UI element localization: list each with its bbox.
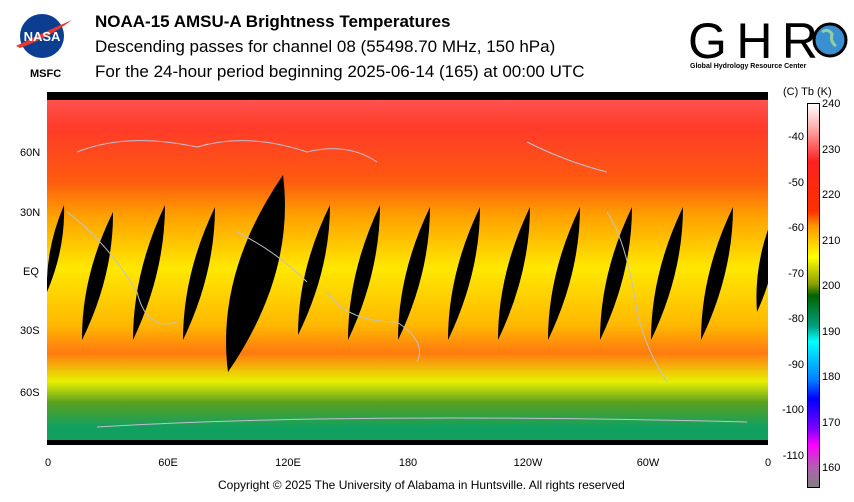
celsius-tick: -100	[781, 404, 804, 416]
lon-label: 0	[44, 457, 52, 469]
kelvin-tick: 230	[822, 143, 841, 156]
lat-label: 60N	[20, 147, 41, 159]
ghrc-logo: GHR	[688, 13, 848, 69]
data-gaps	[47, 175, 768, 372]
direction-arrow: ←	[646, 88, 658, 102]
msfc-label: MSFC	[30, 68, 62, 80]
page-title: NOAA-15 AMSU-A Brightness Temperatures	[95, 12, 451, 31]
missing-data-south	[47, 440, 768, 445]
missing-swath	[133, 205, 165, 340]
lon-label: 180	[398, 457, 418, 469]
missing-swath	[651, 207, 683, 340]
kelvin-tick: 210	[822, 234, 841, 247]
brightness-temperature-map	[47, 92, 768, 445]
missing-swath	[756, 229, 768, 312]
missing-swath	[298, 205, 330, 335]
missing-swath	[226, 175, 285, 372]
colorbar	[807, 103, 820, 488]
colorbar-header: (C) Tb (K)	[783, 86, 832, 98]
celsius-tick: -80	[788, 313, 804, 325]
celsius-tick: -60	[788, 222, 804, 234]
missing-swath	[448, 207, 480, 340]
kelvin-tick: 200	[822, 280, 841, 292]
svg-text:GHR: GHR	[688, 13, 818, 69]
missing-swath	[398, 207, 430, 340]
lon-label: 60E	[158, 457, 178, 469]
missing-swath	[81, 212, 114, 340]
missing-swath	[183, 207, 215, 340]
nasa-logo: NASA	[16, 14, 72, 58]
kelvin-tick: 240	[822, 98, 841, 110]
svg-text:NASA: NASA	[24, 29, 61, 44]
lat-label: 30N	[20, 207, 41, 219]
kelvin-tick: 220	[822, 189, 841, 201]
lon-label: 120W	[513, 457, 543, 469]
kelvin-tick: 190	[822, 325, 841, 338]
copyright: Copyright © 2025 The University of Alaba…	[218, 478, 625, 492]
lat-label: 60S	[20, 387, 40, 399]
missing-swath	[548, 207, 580, 340]
celsius-tick: -50	[788, 176, 804, 189]
celsius-tick: -110	[782, 449, 804, 462]
kelvin-tick: 170	[822, 416, 841, 429]
celsius-tick: -70	[788, 267, 804, 280]
lon-label: 120E	[275, 457, 301, 469]
celsius-tick: -40	[788, 131, 804, 143]
ghrc-caption: Global Hydrology Resource Center	[690, 63, 807, 70]
missing-swath	[47, 205, 65, 292]
kelvin-tick: 180	[822, 371, 841, 383]
lat-label: 30S	[20, 325, 40, 337]
subtitle-channel: Descending passes for channel 08 (55498.…	[95, 37, 556, 56]
missing-swath	[498, 207, 530, 340]
celsius-tick: -90	[788, 358, 804, 371]
subtitle-period: For the 24-hour period beginning 2025-06…	[95, 62, 585, 81]
lon-label: 0	[764, 457, 772, 469]
coastlines	[66, 140, 748, 428]
lon-label: 60W	[636, 457, 660, 469]
lat-label: EQ	[23, 266, 39, 278]
kelvin-tick: 160	[822, 462, 841, 474]
missing-data-north	[47, 92, 768, 100]
missing-swath	[600, 207, 632, 340]
missing-swath	[348, 205, 380, 340]
missing-swath	[701, 207, 733, 340]
